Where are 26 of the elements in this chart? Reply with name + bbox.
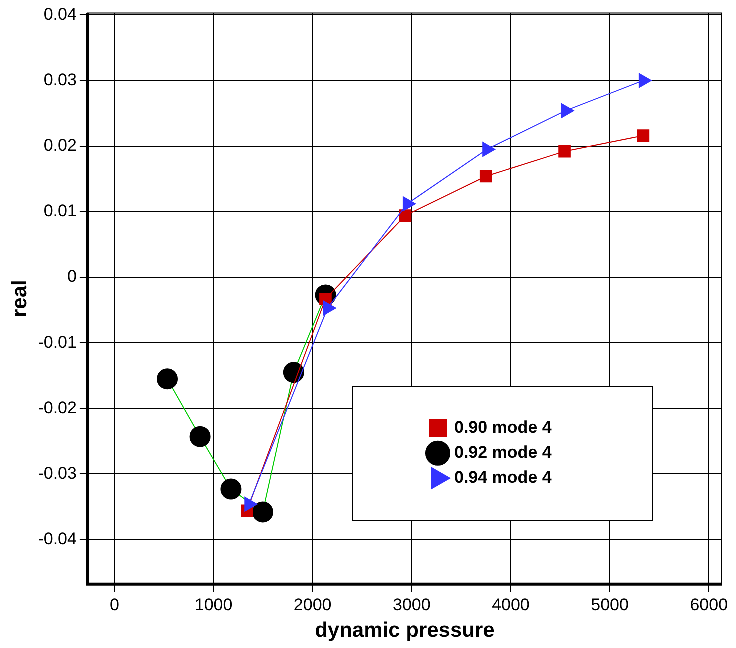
legend-label: 0.94 mode 4 (454, 468, 552, 488)
x-tick-label: 0 (110, 595, 120, 614)
point (399, 210, 412, 222)
y-tick-label: -0.03 (38, 464, 77, 483)
x-axis-title: dynamic pressure (315, 619, 495, 642)
y-tick-label: 0.01 (44, 202, 77, 221)
x-tick-label: 6000 (690, 595, 728, 614)
point (558, 145, 571, 158)
y-tick-label: -0.04 (38, 529, 77, 548)
y-tick-label: -0.01 (38, 332, 77, 352)
y-tick-label: -0.02 (38, 398, 77, 418)
point (480, 170, 492, 183)
x-tick-label: 1000 (194, 595, 233, 614)
x-tick-label: 5000 (591, 595, 629, 614)
y-tick-label: 0 (67, 267, 77, 286)
y-tick-label: 0.03 (44, 70, 77, 90)
x-tick-label: 2000 (294, 595, 332, 614)
x-tick-label: 4000 (492, 595, 530, 614)
x-tick-label: 3000 (392, 595, 431, 614)
y-tick-label: 0.04 (44, 4, 77, 24)
legend-label: 0.92 mode 4 (454, 443, 552, 462)
y-tick-label: 0.02 (44, 136, 77, 156)
y-axis-title: real (8, 280, 32, 318)
legend-label: 0.90 mode 4 (454, 418, 552, 438)
point (638, 73, 652, 88)
point (637, 130, 650, 142)
